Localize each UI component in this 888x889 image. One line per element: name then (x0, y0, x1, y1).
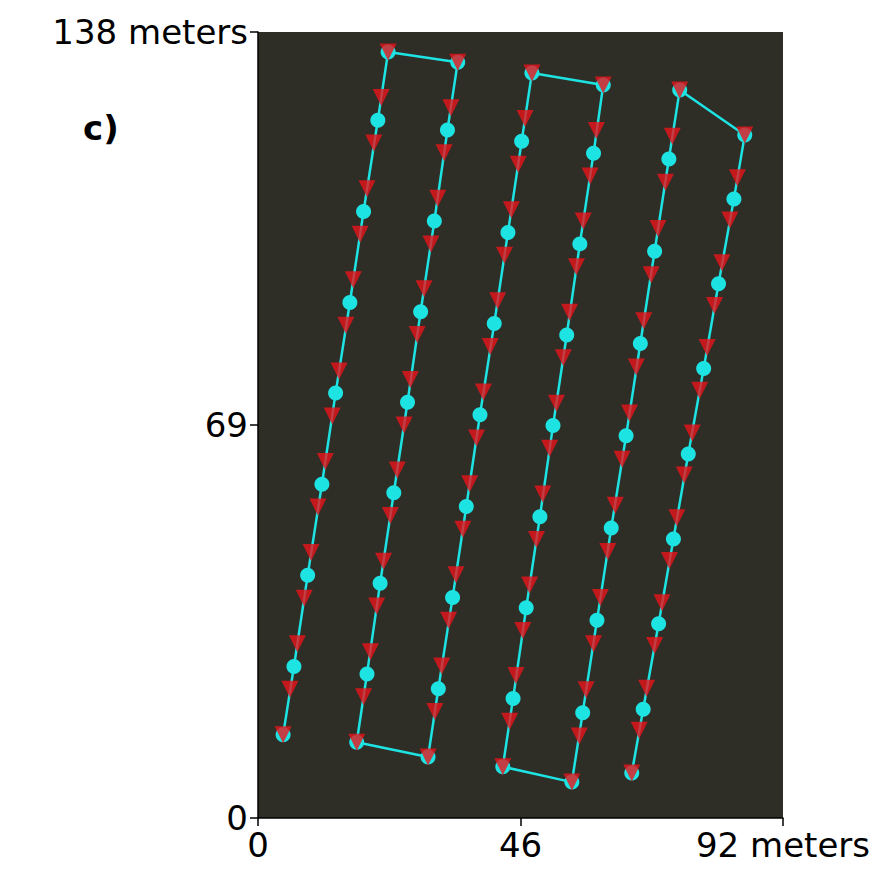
svg-text:0: 0 (226, 798, 248, 838)
svg-text:92 meters: 92 meters (696, 825, 870, 865)
svg-text:46: 46 (499, 825, 542, 865)
svg-text:0: 0 (247, 825, 269, 865)
svg-text:138 meters: 138 meters (52, 12, 248, 52)
svg-text:c): c) (83, 108, 119, 148)
svg-text:69: 69 (205, 405, 248, 445)
